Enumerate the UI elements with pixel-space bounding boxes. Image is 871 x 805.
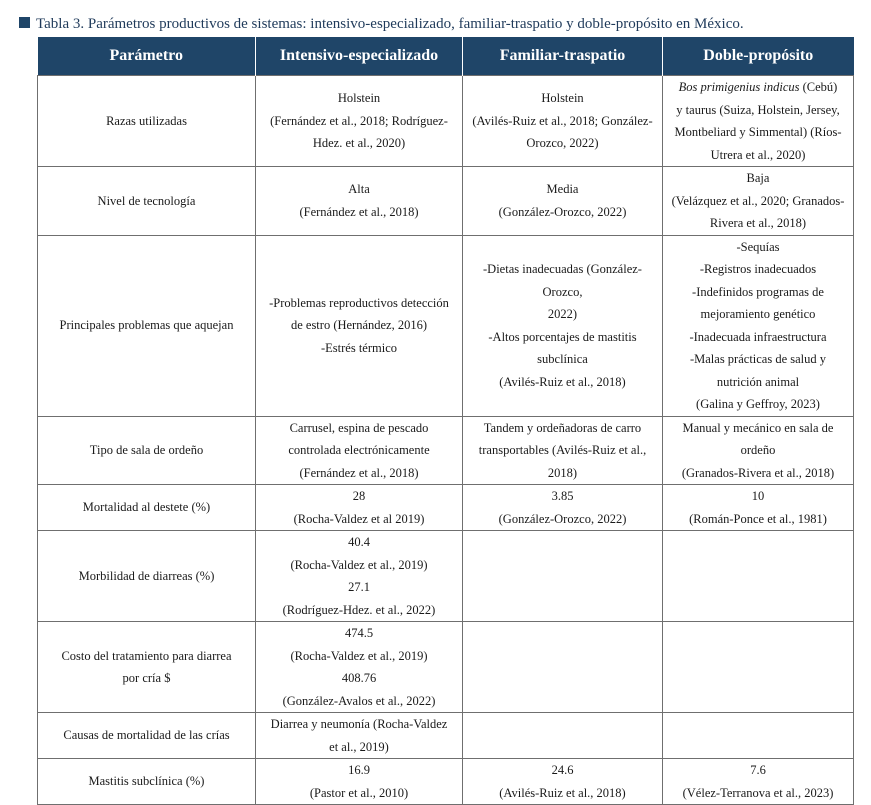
param-cell: Morbilidad de diarreas (%): [37, 530, 256, 622]
familiar-cell: [462, 530, 663, 622]
caption-text: Tabla 3. Parámetros productivos de siste…: [36, 16, 744, 32]
familiar-cell: Media (González-Orozco, 2022): [462, 166, 663, 236]
param-cell: Costo del tratamiento para diarrea por cr…: [37, 621, 256, 713]
table-row: Morbilidad de diarreas (%) 40.4 (Rocha-Va…: [37, 530, 854, 622]
doble-cell: Manual y mecánico en sala de ordeño (Grana…: [662, 415, 854, 485]
table-row: Tipo de sala de ordeño Carrusel, espina …: [37, 415, 854, 485]
intensivo-cell: Diarrea y neumonía (Rocha-Valdez et al., …: [255, 712, 463, 759]
familiar-cell: Holstein (Avilés-Ruiz et al., 2018; Gonzá…: [462, 75, 663, 167]
table-row: Nivel de tecnología Alta (Fernández et al…: [37, 166, 854, 236]
param-cell: Razas utilizadas: [37, 75, 256, 167]
familiar-cell: 3.85 (González-Orozco, 2022): [462, 484, 663, 531]
parameters-table: Parámetro Intensivo-especializado Famili…: [37, 37, 854, 805]
table-row: Razas utilizadas Holstein (Fernández et a…: [37, 75, 854, 167]
intensivo-cell: 40.4 (Rocha-Valdez et al., 2019) 27.1 (Rodr…: [255, 530, 463, 622]
intensivo-cell: 28 (Rocha-Valdez et al 2019): [255, 484, 463, 531]
param-cell: Tipo de sala de ordeño: [37, 415, 256, 485]
intensivo-cell: 474.5 (Rocha-Valdez et al., 2019) 408.76 (G…: [255, 621, 463, 713]
table-header-row: Parámetro Intensivo-especializado Famili…: [37, 37, 854, 76]
doble-cell: -Sequías -Registros inadecuados -Indefinid…: [662, 234, 854, 417]
param-cell: Mortalidad al destete (%): [37, 484, 256, 531]
doble-cell: 10 (Román-Ponce et al., 1981): [662, 484, 854, 531]
intensivo-cell: -Problemas reproductivos detección de est…: [255, 234, 463, 417]
table-row: Causas de mortalidad de las crías Diarre…: [37, 712, 854, 759]
doble-cell: [662, 712, 854, 759]
familiar-cell: Tandem y ordeñadoras de carro transportab…: [462, 415, 663, 485]
intensivo-cell: Holstein (Fernández et al., 2018; Rodrígu…: [255, 75, 463, 167]
table-row: Mortalidad al destete (%) 28 (Rocha-Valde…: [37, 484, 854, 531]
doble-cell: 7.6 (Vélez-Terranova et al., 2023): [662, 758, 854, 805]
doble-cell: [662, 621, 854, 713]
intensivo-cell: Carrusel, espina de pescado controlada el…: [255, 415, 463, 485]
species-name: Bos primigenius indicus: [678, 80, 800, 94]
param-cell: Mastitis subclínica (%): [37, 758, 256, 805]
doble-cell: Bos primigenius indicus (Cebú) y taurus (…: [662, 75, 854, 167]
familiar-cell: [462, 712, 663, 759]
param-cell: Causas de mortalidad de las crías: [37, 712, 256, 759]
intensivo-cell: Alta (Fernández et al., 2018): [255, 166, 463, 236]
doble-cell: Baja (Velázquez et al., 2020; Granados- Ri…: [662, 166, 854, 236]
header-intensivo: Intensivo-especializado: [255, 37, 463, 76]
header-doble: Doble-propósito: [662, 37, 854, 76]
caption-square-icon: [19, 17, 30, 28]
table-caption: Tabla 3. Parámetros productivos de siste…: [19, 14, 744, 34]
param-cell: Principales problemas que aquejan: [37, 234, 256, 417]
familiar-cell: [462, 621, 663, 713]
intensivo-cell: 16.9 (Pastor et al., 2010): [255, 758, 463, 805]
familiar-cell: -Dietas inadecuadas (González-Orozco, 202…: [462, 234, 663, 417]
familiar-cell: 24.6 (Avilés-Ruiz et al., 2018): [462, 758, 663, 805]
header-parametro: Parámetro: [37, 37, 256, 76]
doble-cell: [662, 530, 854, 622]
table-row: Costo del tratamiento para diarrea por cr…: [37, 621, 854, 713]
param-cell: Nivel de tecnología: [37, 166, 256, 236]
table-row: Principales problemas que aquejan -Probl…: [37, 234, 854, 417]
table-row: Mastitis subclínica (%) 16.9 (Pastor et a…: [37, 758, 854, 805]
header-familiar: Familiar-traspatio: [462, 37, 663, 76]
